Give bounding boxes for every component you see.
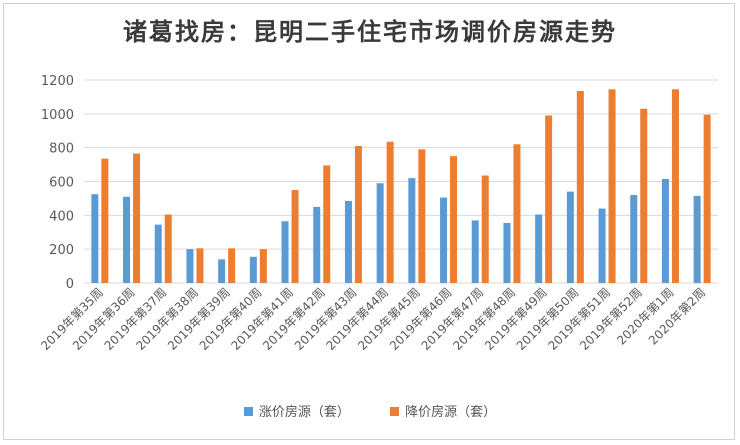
bar-rise	[503, 222, 511, 283]
y-tick-label: 400	[49, 209, 74, 224]
bar-rise	[249, 256, 257, 283]
bar-fall	[386, 141, 394, 283]
y-tick-label: 200	[49, 243, 74, 258]
bar-rise	[154, 224, 162, 283]
bar-rise	[313, 206, 321, 283]
bar-fall	[545, 115, 553, 284]
bar-fall	[354, 145, 362, 283]
bar-rise	[123, 196, 131, 283]
legend-item-fall: 降价房源（套）	[390, 401, 496, 420]
bar-fall	[259, 249, 267, 283]
legend-label-rise: 涨价房源（套）	[258, 405, 350, 420]
bar-rise	[535, 214, 543, 283]
bar-rise	[598, 208, 606, 283]
bar-fall	[513, 144, 521, 283]
bar-rise	[566, 191, 574, 283]
bar-rise	[693, 195, 701, 283]
bar-rise	[91, 194, 99, 283]
bar-rise	[376, 183, 384, 283]
bar-rise	[186, 249, 194, 283]
bar-rise	[281, 221, 289, 283]
legend-swatch-fall	[390, 407, 400, 416]
legend-item-rise: 涨价房源（套）	[243, 401, 350, 420]
bar-rise	[471, 220, 479, 283]
bar-fall	[418, 149, 426, 283]
bar-fall	[133, 153, 141, 283]
bar-rise	[408, 178, 416, 283]
bar-fall	[640, 108, 648, 283]
bar-fall	[481, 175, 489, 283]
bar-fall	[671, 89, 679, 283]
y-tick-label: 1000	[41, 108, 74, 123]
bar-rise	[630, 195, 638, 283]
bar-fall	[164, 214, 172, 283]
y-tick-label: 600	[49, 176, 74, 191]
legend-label-fall: 降价房源（套）	[405, 405, 497, 420]
bar-fall	[101, 158, 109, 283]
bar-fall	[323, 165, 331, 283]
legend: 涨价房源（套） 降价房源（套）	[0, 401, 740, 420]
bar-fall	[196, 248, 204, 283]
bar-fall	[608, 89, 616, 283]
bar-fall	[576, 90, 584, 283]
bar-fall	[703, 114, 711, 283]
y-tick-label: 0	[66, 277, 74, 292]
legend-swatch-rise	[243, 407, 253, 416]
bar-rise	[344, 200, 352, 283]
bar-fall	[228, 248, 236, 283]
chart-title: 诸葛找房：昆明二手住宅市场调价房源走势	[123, 17, 617, 46]
bar-fall	[450, 156, 458, 283]
bar-rise	[440, 197, 448, 283]
bar-rise	[218, 259, 226, 283]
y-tick-label: 800	[49, 142, 74, 157]
bar-fall	[291, 189, 299, 283]
y-tick-label: 1200	[41, 74, 74, 89]
bar-rise	[661, 178, 669, 283]
